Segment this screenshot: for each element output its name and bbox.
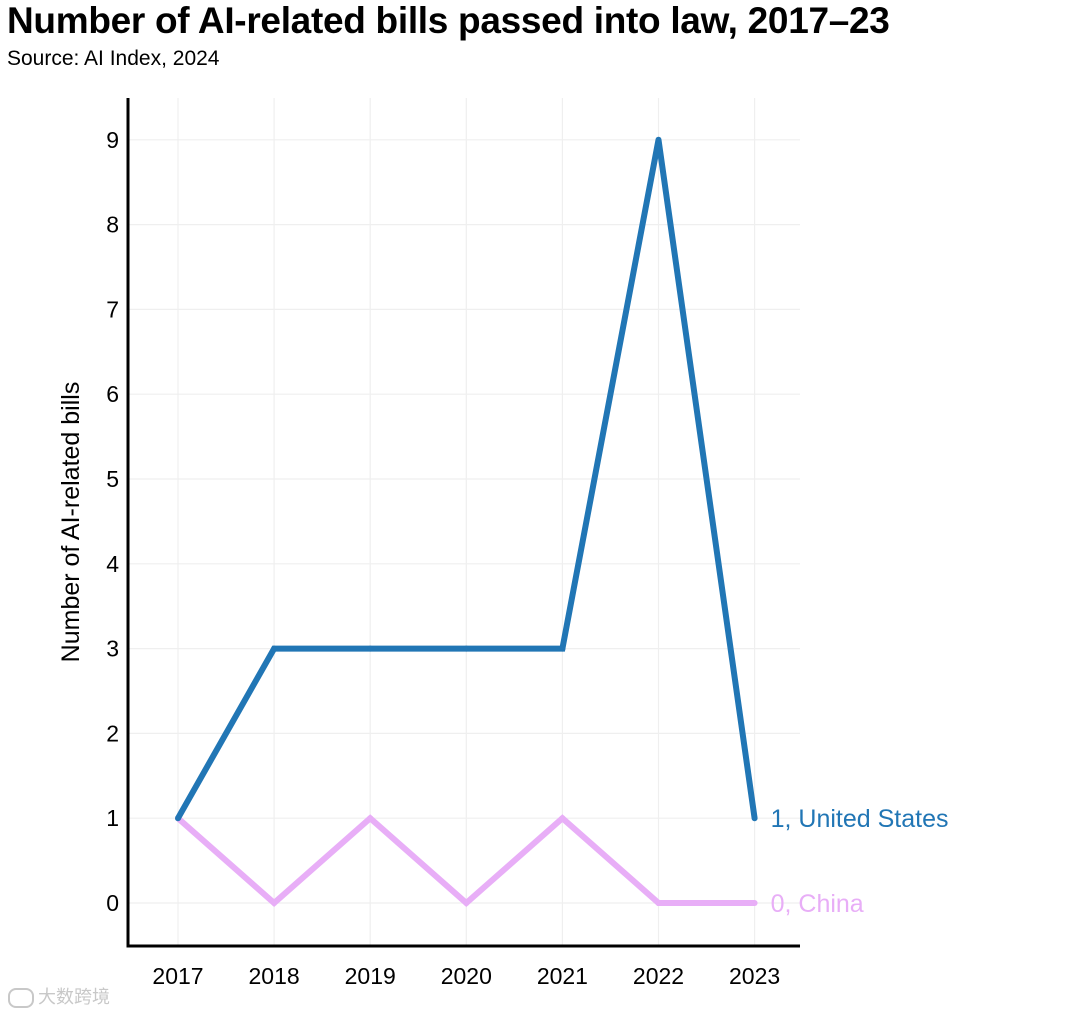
x-tick-label: 2019 xyxy=(345,963,396,989)
x-tick-label: 2017 xyxy=(152,963,203,989)
gridlines xyxy=(128,98,800,946)
y-tick-label: 1 xyxy=(106,805,119,831)
data-point-united-states xyxy=(751,815,758,822)
end-label-china: 0, China xyxy=(771,890,864,918)
y-tick-label: 4 xyxy=(106,551,119,577)
data-point-united-states xyxy=(367,645,374,652)
axes xyxy=(126,98,800,948)
y-axis-title: Number of AI-related bills xyxy=(57,382,85,663)
data-point-united-states xyxy=(463,645,470,652)
watermark: 大数跨境 xyxy=(8,983,110,1009)
y-tick-label: 2 xyxy=(106,720,119,746)
y-tick-label: 6 xyxy=(106,381,119,407)
end-label-united-states: 1, United States xyxy=(771,805,949,833)
x-tick-label: 2021 xyxy=(537,963,588,989)
x-tick-label: 2020 xyxy=(441,963,492,989)
y-tick-label: 3 xyxy=(106,636,119,662)
y-tick-label: 0 xyxy=(106,890,119,916)
y-tick-label: 9 xyxy=(106,127,119,153)
chart-subtitle: Source: AI Index, 2024 xyxy=(7,47,220,70)
data-point-united-states xyxy=(271,645,278,652)
series-end-labels: 1, United States 0, China xyxy=(771,805,949,918)
data-point-united-states xyxy=(655,136,662,143)
data-point-china xyxy=(367,815,374,822)
data-point-china xyxy=(463,900,470,906)
y-tick-label: 7 xyxy=(106,296,119,322)
chart-title: Number of AI-related bills passed into l… xyxy=(7,0,890,41)
data-point-united-states xyxy=(175,815,181,822)
series-lines xyxy=(175,136,758,908)
data-point-china xyxy=(655,900,662,906)
x-axis-ticks: 2017 2018 2019 2020 2021 2022 2023 xyxy=(152,963,780,989)
y-axis-ticks: 0 1 2 3 4 5 6 7 8 9 xyxy=(106,127,119,916)
y-tick-label: 8 xyxy=(106,212,119,238)
watermark-text: 大数跨境 xyxy=(38,987,110,1007)
watermark-logo-icon xyxy=(8,988,34,1009)
data-point-china xyxy=(559,815,566,822)
data-point-china xyxy=(751,900,758,906)
x-tick-label: 2022 xyxy=(633,963,684,989)
x-tick-label: 2023 xyxy=(729,963,780,989)
x-tick-label: 2018 xyxy=(249,963,300,989)
data-point-united-states xyxy=(559,645,566,652)
data-point-china xyxy=(271,900,278,906)
y-tick-label: 5 xyxy=(106,466,119,492)
